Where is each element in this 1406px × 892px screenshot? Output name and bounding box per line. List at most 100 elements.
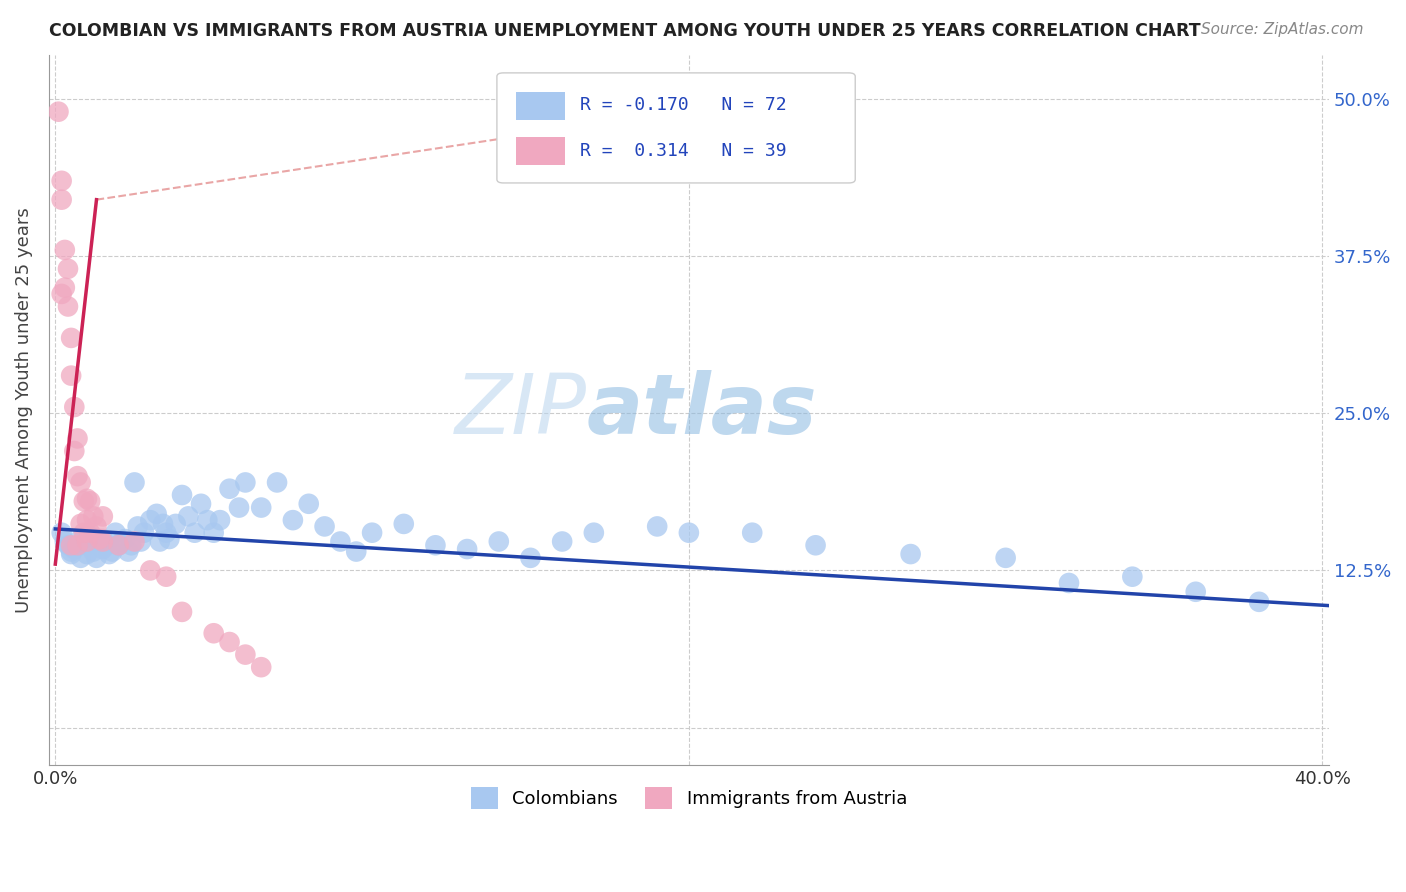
Point: [678, 525, 700, 540]
Point: [66, 469, 89, 483]
Point: [76, 547, 98, 561]
Point: [202, 525, 225, 540]
Point: [145, 507, 167, 521]
Point: [165, 516, 187, 531]
Text: COLOMBIAN VS IMMIGRANTS FROM AUSTRIA UNEMPLOYMENT AMONG YOUTH UNDER 25 YEARS COR: COLOMBIAN VS IMMIGRANTS FROM AUSTRIA UNE…: [49, 22, 1201, 40]
Point: [314, 519, 336, 533]
Point: [69, 475, 91, 490]
Text: atlas: atlas: [586, 369, 817, 450]
Point: [741, 525, 763, 540]
Point: [79, 494, 101, 508]
Text: ZIP: ZIP: [454, 369, 586, 450]
Point: [60, 538, 83, 552]
Point: [152, 516, 174, 531]
Text: R = -0.170   N = 72: R = -0.170 N = 72: [581, 95, 787, 114]
Point: [63, 542, 86, 557]
Point: [183, 525, 205, 540]
Point: [89, 532, 111, 546]
FancyBboxPatch shape: [496, 73, 855, 183]
Point: [73, 532, 96, 546]
Point: [73, 525, 96, 540]
Point: [120, 538, 142, 552]
Point: [456, 542, 478, 557]
Legend: Colombians, Immigrants from Austria: Colombians, Immigrants from Austria: [464, 780, 914, 816]
Point: [190, 497, 212, 511]
Point: [228, 500, 250, 515]
Point: [645, 519, 668, 533]
Point: [114, 532, 136, 546]
Point: [139, 513, 162, 527]
Point: [1247, 595, 1270, 609]
Point: [107, 538, 129, 552]
Point: [149, 534, 172, 549]
Point: [82, 544, 104, 558]
Point: [63, 400, 86, 414]
Point: [361, 525, 384, 540]
Point: [155, 570, 177, 584]
Point: [488, 534, 510, 549]
Point: [124, 475, 146, 490]
Point: [129, 534, 152, 549]
Point: [266, 475, 288, 490]
Point: [66, 534, 89, 549]
Point: [170, 488, 193, 502]
Point: [53, 280, 76, 294]
Point: [111, 534, 134, 549]
FancyBboxPatch shape: [516, 136, 565, 165]
Point: [157, 532, 180, 546]
Point: [170, 605, 193, 619]
Point: [551, 534, 574, 549]
Point: [76, 513, 98, 527]
Point: [91, 509, 114, 524]
Point: [235, 475, 257, 490]
Point: [56, 300, 79, 314]
Point: [804, 538, 827, 552]
Point: [86, 550, 108, 565]
Point: [127, 519, 149, 533]
Point: [98, 547, 121, 561]
Point: [69, 550, 91, 565]
Point: [218, 482, 240, 496]
Point: [177, 509, 200, 524]
Point: [73, 494, 96, 508]
Point: [104, 525, 127, 540]
Point: [139, 563, 162, 577]
Y-axis label: Unemployment Among Youth under 25 years: Unemployment Among Youth under 25 years: [15, 207, 32, 613]
Point: [76, 491, 98, 506]
Point: [91, 542, 114, 557]
Point: [53, 243, 76, 257]
Point: [1184, 584, 1206, 599]
Point: [82, 509, 104, 524]
Point: [51, 193, 73, 207]
Point: [1057, 576, 1080, 591]
Point: [218, 635, 240, 649]
Point: [69, 516, 91, 531]
Point: [250, 500, 273, 515]
Point: [56, 538, 79, 552]
Point: [79, 525, 101, 540]
Point: [155, 525, 177, 540]
Point: [281, 513, 304, 527]
Point: [132, 525, 155, 540]
Point: [60, 547, 83, 561]
Point: [519, 550, 541, 565]
Point: [56, 261, 79, 276]
Point: [60, 368, 83, 383]
Point: [582, 525, 605, 540]
Point: [425, 538, 447, 552]
Point: [86, 519, 108, 533]
Point: [107, 538, 129, 552]
FancyBboxPatch shape: [516, 92, 565, 120]
Point: [76, 534, 98, 549]
Point: [208, 513, 231, 527]
Point: [48, 104, 70, 119]
Point: [195, 513, 218, 527]
Point: [94, 538, 117, 552]
Point: [392, 516, 415, 531]
Point: [51, 287, 73, 301]
Point: [117, 544, 139, 558]
Point: [63, 444, 86, 458]
Point: [91, 534, 114, 549]
Point: [298, 497, 321, 511]
Point: [66, 432, 89, 446]
